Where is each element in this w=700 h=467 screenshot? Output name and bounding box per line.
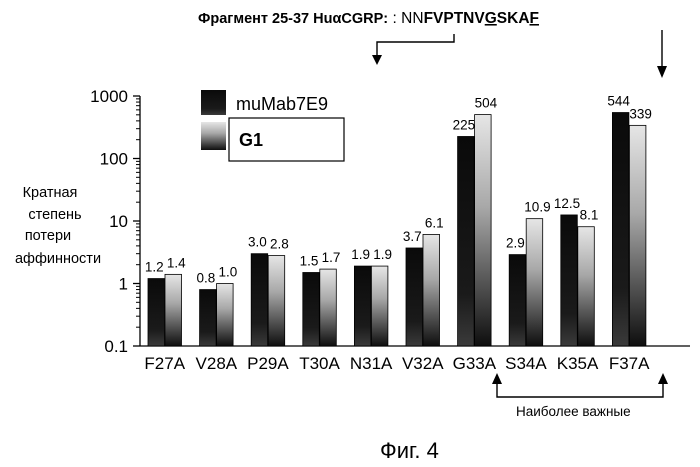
data-label: 8.1 [580, 208, 599, 223]
bar-g1-t30a [320, 269, 337, 346]
header-residue-part: F [530, 10, 539, 27]
x-tick-label: P29A [247, 354, 289, 373]
header-residue-part: FVPTNV [424, 10, 486, 27]
y-tick-label: 1000 [90, 87, 128, 106]
data-label: 1.5 [300, 253, 319, 268]
arrow-head-left [372, 55, 382, 65]
important-bracket [497, 378, 663, 397]
header-sequence: Фрагмент 25-37 HuαCGRP: : NNFVPTNVGSKAF [198, 10, 539, 27]
bar-mumab7e9-f27a [148, 279, 165, 346]
data-label: 6.1 [425, 215, 444, 230]
bar-g1-p29a [268, 256, 285, 346]
arrow-head-right [657, 66, 667, 78]
data-label: 12.5 [554, 196, 580, 211]
bar-g1-g33a [475, 115, 492, 346]
important-annotation: Наиболее важные [516, 404, 631, 419]
legend-swatch-g1 [201, 122, 226, 150]
header-arrow-heads [372, 55, 667, 78]
header-residue-part: NN [401, 10, 423, 27]
bar-mumab7e9-g33a [458, 136, 475, 346]
data-label: 2.8 [270, 237, 289, 252]
important-bracket-arrowheads [492, 373, 668, 384]
data-label: 0.8 [196, 271, 215, 286]
legend-swatch-mumab7e9 [201, 90, 226, 115]
x-tick-label: T30A [299, 354, 340, 373]
header-prefix: Фрагмент 25-37 HuαCGRP: [198, 11, 388, 27]
legend: muMab7E9 G1 [201, 90, 344, 161]
x-tick-label: F27A [144, 354, 185, 373]
bar-mumab7e9-v28a [200, 290, 217, 346]
data-label: 1.0 [218, 265, 237, 280]
arrow-to-g33a [377, 34, 454, 62]
header-colons: : [393, 10, 402, 27]
data-label: 3.0 [248, 235, 267, 250]
data-label: 10.9 [524, 200, 550, 215]
header-residue-part: G [485, 10, 497, 27]
data-label: 339 [629, 106, 652, 121]
data-label: 2.9 [506, 236, 525, 251]
figure-caption: Фиг. 4 [380, 438, 439, 463]
bar-g1-f37a [629, 125, 646, 346]
bar-mumab7e9-p29a [251, 254, 268, 346]
data-label: 544 [607, 94, 630, 109]
y-tick-label: 0.1 [104, 337, 128, 356]
bar-mumab7e9-t30a [303, 272, 320, 346]
x-tick-label: K35A [557, 354, 599, 373]
header-residue-part: SKA [497, 10, 530, 27]
bar-g1-n31a [371, 266, 388, 346]
data-label: 225 [453, 117, 476, 132]
y-tick-label: 10 [109, 212, 128, 231]
x-tick-label: G33A [453, 354, 497, 373]
bar-mumab7e9-v32a [406, 248, 423, 346]
y-tick-label: 100 [100, 150, 128, 169]
header-residues: NNFVPTNVGSKAF [401, 10, 539, 27]
data-label: 1.4 [167, 255, 186, 270]
data-label: 504 [475, 96, 498, 111]
bar-g1-f27a [165, 274, 182, 346]
legend-label-mumab7e9: muMab7E9 [236, 94, 328, 114]
bar-mumab7e9-f37a [612, 113, 629, 346]
data-label: 1.7 [322, 250, 341, 265]
bar-mumab7e9-k35a [561, 215, 578, 346]
data-label: 1.2 [145, 260, 164, 275]
bar-g1-v32a [423, 234, 440, 346]
bar-mumab7e9-s34a [509, 255, 526, 346]
bar-mumab7e9-n31a [354, 266, 371, 346]
data-label: 1.9 [373, 247, 392, 262]
bar-g1-v28a [217, 284, 234, 347]
x-tick-label: V32A [402, 354, 444, 373]
y-tick-label: 1 [119, 275, 128, 294]
y-axis-title: Кратная степень потери аффинности [15, 185, 101, 267]
y-ticks: 0.1 1 10 100 1000 [90, 87, 140, 356]
header-arrows [377, 30, 662, 72]
x-ticks: F27A V28A P29A T30A N31A V32A G33A S34A K35A F37A [144, 354, 650, 373]
x-tick-label: S34A [505, 354, 547, 373]
x-tick-label: V28A [196, 354, 238, 373]
data-label: 3.7 [403, 229, 422, 244]
x-tick-label: N31A [350, 354, 393, 373]
bar-g1-s34a [526, 219, 543, 346]
bar-g1-k35a [578, 227, 595, 346]
x-tick-label: F37A [609, 354, 650, 373]
data-label: 1.9 [351, 247, 370, 262]
legend-label-g1: G1 [239, 130, 263, 150]
